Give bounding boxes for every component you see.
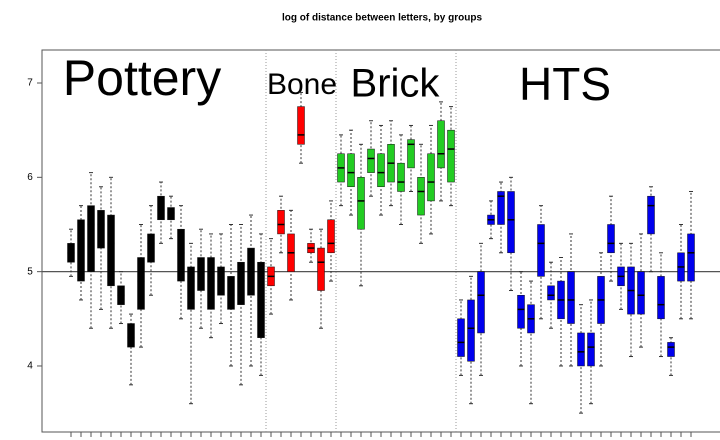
box (437, 120, 445, 169)
box (77, 219, 85, 282)
box (467, 299, 475, 362)
group-label: HTS (519, 58, 611, 110)
box (347, 153, 355, 188)
box (457, 318, 465, 357)
box (297, 106, 305, 145)
box (157, 195, 165, 221)
group-label: Bone (267, 68, 337, 101)
box (447, 129, 455, 183)
y-tick-label: 6 (27, 172, 33, 183)
box (127, 323, 135, 348)
box (87, 205, 95, 272)
box (477, 271, 485, 334)
box (187, 266, 195, 310)
box (197, 257, 205, 291)
box (327, 219, 335, 254)
box (517, 294, 525, 329)
box (397, 162, 405, 192)
y-tick-label: 5 (27, 266, 33, 277)
box (567, 271, 575, 324)
group-label: Brick (351, 62, 441, 106)
box (687, 233, 695, 282)
box (647, 195, 655, 235)
box (147, 233, 155, 263)
chart-title: log of distance between letters, by grou… (282, 13, 482, 24)
box (367, 148, 375, 173)
box (497, 191, 505, 225)
box (137, 257, 145, 310)
box (427, 153, 435, 202)
box (657, 276, 665, 320)
box (607, 224, 615, 254)
box (547, 285, 555, 301)
box (107, 214, 115, 287)
box (357, 177, 365, 230)
box (587, 332, 595, 367)
box (537, 224, 545, 277)
group-label: Pottery (63, 50, 221, 106)
box (227, 276, 235, 310)
box (277, 210, 285, 235)
box (407, 139, 415, 169)
box (177, 228, 185, 282)
box (237, 261, 245, 305)
y-tick-label: 7 (27, 78, 33, 89)
box (637, 271, 645, 315)
box (577, 332, 585, 367)
box (377, 153, 385, 188)
box (667, 342, 675, 357)
box (207, 257, 215, 310)
box (507, 191, 515, 254)
box (97, 210, 105, 249)
box (417, 177, 425, 216)
y-tick-label: 4 (27, 361, 33, 372)
box (317, 247, 325, 291)
